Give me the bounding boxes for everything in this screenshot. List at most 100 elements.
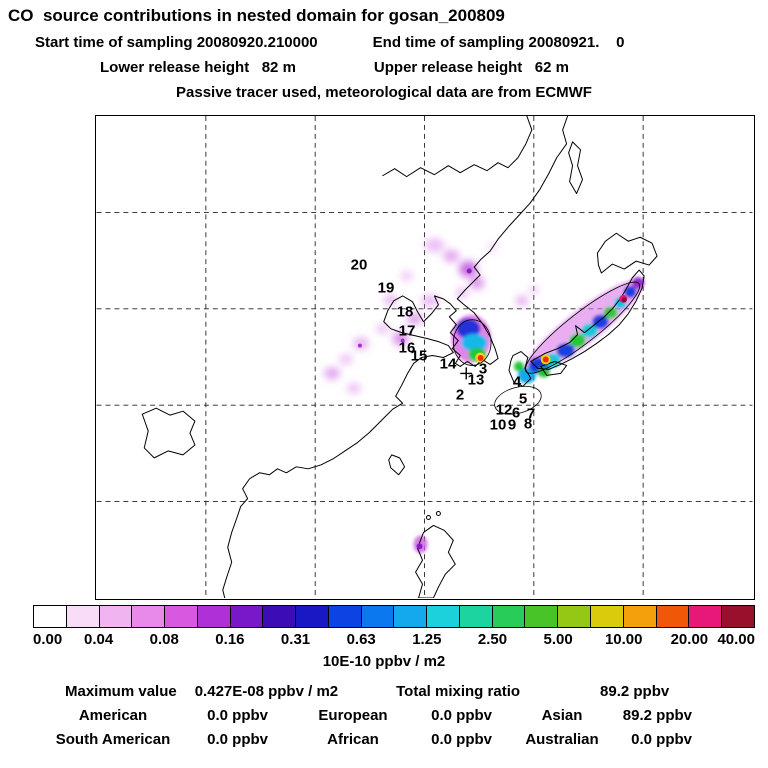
colorbar-cell <box>394 606 428 627</box>
colorbar-ticks: 0.00 0.04 0.08 0.16 0.31 0.63 1.25 2.50 5.00 10.0… <box>33 631 755 649</box>
colorbar-cell <box>66 606 100 627</box>
colorbar-cell <box>328 606 362 627</box>
contributions-grid: American 0.0 ppbv European 0.0 ppbv Asian 89.… <box>28 707 692 748</box>
colorbar-cell <box>263 606 297 627</box>
colorbar-tick-label: 5.00 <box>543 631 573 648</box>
coast-kyushu <box>508 351 532 387</box>
colorbar-units-label: 10E-10 ppbv / m2 <box>322 653 446 670</box>
coast-shikoku <box>540 360 568 376</box>
coast-islet-2 <box>435 511 441 517</box>
end-time-label: End time of sampling 20080921. 0 <box>372 34 625 51</box>
coast-sakhalin <box>568 141 584 195</box>
sampling-time-row: Start time of sampling 20080920.210000 E… <box>35 34 624 51</box>
map-canvas <box>96 116 753 598</box>
trajectory-layer: 20 19 18 17 16 15 14 3 13 2 4 5 12 6 7 10 9 8 <box>96 116 754 599</box>
colorbar-cell <box>722 606 754 627</box>
colorbar-cell <box>197 606 231 627</box>
colorbar-cell <box>132 606 166 627</box>
receptor-marker <box>460 367 473 380</box>
page-title: CO source contributions in nested domain… <box>8 6 505 25</box>
colorbar-cell <box>558 606 592 627</box>
colorbar-cell <box>525 606 559 627</box>
colorbar-cell <box>459 606 493 627</box>
coast-taiwan <box>388 454 406 476</box>
contribution-region-label: South American <box>55 731 171 748</box>
tracer-info-line: Passive tracer used, meteorological data… <box>176 84 592 101</box>
contribution-region-label: European <box>318 707 388 724</box>
total-mixing-ratio-label: Total mixing ratio <box>396 683 521 700</box>
colorbar-tick-label: 1.25 <box>412 631 442 648</box>
colorbar-cell <box>492 606 526 627</box>
diffuse-plume <box>324 238 539 394</box>
start-time-label: Start time of sampling 20080920.210000 <box>35 34 318 51</box>
plume-cores <box>357 268 628 550</box>
contribution-value: 89.2 ppbv <box>622 707 692 724</box>
contour-lines <box>452 281 641 415</box>
colorbar-tick-label: 0.08 <box>149 631 179 648</box>
coast-mainland-asia <box>222 116 569 598</box>
colorbar-tick-label: 0.31 <box>280 631 311 648</box>
coast-honshu <box>530 269 645 370</box>
trajectory-point-label: 12 <box>495 401 513 419</box>
trajectory-point-label: 5 <box>518 390 528 408</box>
contribution-region-label: American <box>78 707 148 724</box>
gridlines <box>96 116 753 598</box>
contribution-region-label: Asian <box>541 707 583 724</box>
trajectory-point-label: 14 <box>439 355 457 373</box>
colorbar-tick-label: 20.00 <box>670 631 709 648</box>
trajectory-point-label: 9 <box>507 416 517 434</box>
colorbar-cell <box>165 606 198 627</box>
colorbar-tick-label: 40.00 <box>717 631 755 648</box>
contribution-value: 0.0 ppbv <box>431 731 492 748</box>
contribution-value: 0.0 ppbv <box>431 707 492 724</box>
total-mixing-ratio-value: 89.2 ppbv <box>600 683 670 700</box>
colorbar-cell <box>296 606 329 627</box>
colorbar-cell <box>99 606 133 627</box>
coast-hokkaido <box>596 232 658 274</box>
colorbar-cell <box>34 606 67 627</box>
trajectory-point-label: 20 <box>350 256 368 274</box>
colorbar-cell <box>427 606 460 627</box>
colorbar-cell <box>591 606 624 627</box>
trajectory-point-label: 2 <box>455 386 465 404</box>
colorbar-tick-label: 0.16 <box>215 631 245 648</box>
colorbar-cell <box>689 606 723 627</box>
colorbar-tick-label: 2.50 <box>477 631 508 648</box>
contribution-region-label: African <box>327 731 379 748</box>
trajectory-point-label: 4 <box>512 373 522 391</box>
colorbar-tick-label: 0.04 <box>84 631 114 648</box>
coast-island-west <box>141 407 196 459</box>
colorbar-cell <box>656 606 690 627</box>
release-height-row: Lower release height 82 m Upper release … <box>100 59 569 76</box>
trajectory-point-label: 15 <box>410 347 428 365</box>
trajectory-point-label: 6 <box>511 404 521 422</box>
coast-luzon <box>415 524 456 598</box>
maximum-value: 0.427E-08 ppbv / m2 <box>194 683 339 700</box>
summary-line: Maximum value 0.427E-08 ppbv / m2 Total … <box>65 683 669 700</box>
colorbar-cell <box>623 606 657 627</box>
trajectory-point-label: 8 <box>523 415 533 433</box>
colorbar-cell <box>361 606 395 627</box>
trajectory-point-label: 13 <box>467 371 485 389</box>
trajectory-point-label: 19 <box>377 279 395 297</box>
maximum-value-label: Maximum value <box>65 683 177 700</box>
coast-russia-north <box>382 116 533 178</box>
colorbar-tick-label: 10.00 <box>604 631 643 648</box>
coast-islet-1 <box>425 515 431 520</box>
colorbar-tick-label: 0.63 <box>346 631 376 648</box>
contribution-value: 0.0 ppbv <box>207 707 268 724</box>
colorbar-tick-label: 0.00 <box>33 631 63 648</box>
trajectory-point-label: 3 <box>478 360 488 378</box>
contribution-region-label: Australian <box>525 731 599 748</box>
map-panel: 20 19 18 17 16 15 14 3 13 2 4 5 12 6 7 10 9 8 <box>95 115 755 600</box>
trajectory-point-label: 16 <box>398 339 416 357</box>
lower-release-label: Lower release height 82 m <box>100 59 296 76</box>
contribution-value: 0.0 ppbv <box>631 731 692 748</box>
coastlines <box>141 116 658 598</box>
colorbar <box>33 605 755 628</box>
upper-release-label: Upper release height 62 m <box>373 59 569 76</box>
colorbar-cell <box>230 606 264 627</box>
trajectory-point-label: 17 <box>398 322 416 340</box>
contribution-value: 0.0 ppbv <box>207 731 268 748</box>
trajectory-point-label: 10 <box>489 416 507 434</box>
